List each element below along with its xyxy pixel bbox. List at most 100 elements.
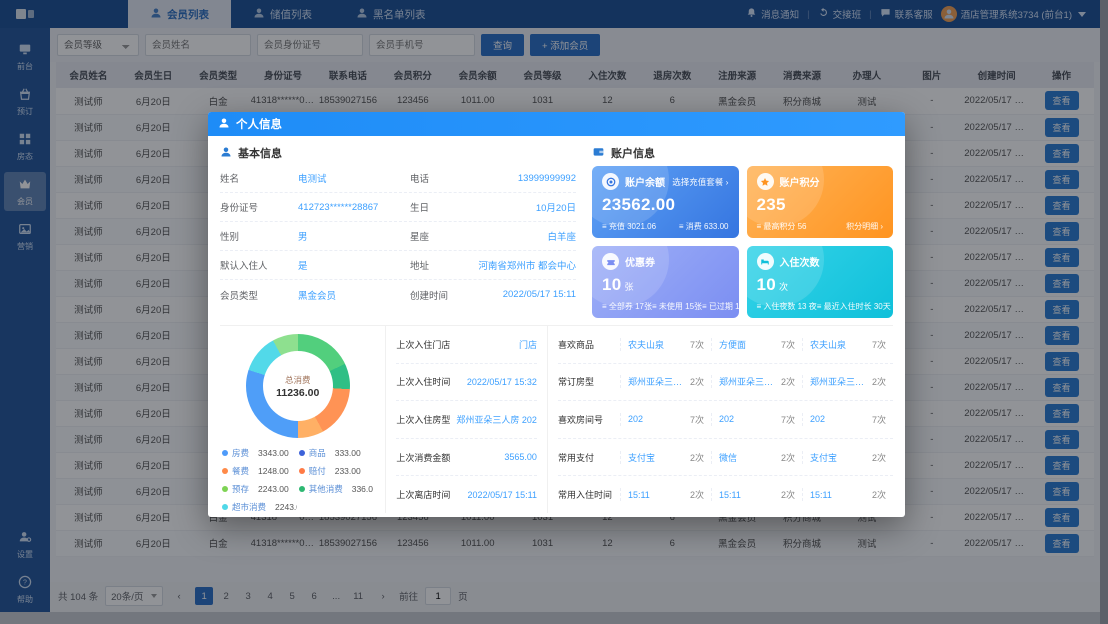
view-button[interactable]: 查看 [1044, 247, 1079, 267]
table-cell: 41318******0004 [250, 88, 316, 115]
preference-label: 常用支付 [557, 452, 594, 463]
recent-row: 上次入住时间 2022/05/17 15:32 [396, 364, 537, 402]
preference-value[interactable]: 微信 [718, 452, 737, 463]
preference-row: 常订房型 郑州亚朵三人房 2次 郑州亚朵三人房 2次 郑州亚朵三人房 2次 [557, 364, 893, 402]
tab-黑名单列表[interactable]: 黑名单列表 [334, 0, 448, 28]
table-cell: - [899, 530, 965, 557]
table-cell: 白金 [185, 530, 251, 557]
preference-value[interactable]: 202 [718, 414, 734, 425]
view-button[interactable]: 查看 [1044, 91, 1079, 111]
view-button[interactable]: 查看 [1044, 195, 1079, 215]
preference-value[interactable]: 15:11 [809, 489, 832, 500]
preference-value[interactable]: 支付宝 [809, 452, 837, 463]
sidebar-item-前台[interactable]: 前台 [4, 37, 46, 76]
next-page-button[interactable]: › [381, 590, 385, 602]
preference-value[interactable]: 202 [627, 414, 643, 425]
member-name-input[interactable] [145, 34, 251, 56]
page-button-...[interactable]: ... [332, 590, 341, 602]
preference-count: 7次 [689, 339, 704, 350]
preference-value[interactable]: 15:11 [627, 489, 650, 500]
preference-value[interactable]: 支付宝 [627, 452, 655, 463]
sidebar-item-营销[interactable]: 营销 [4, 217, 46, 256]
page-button-11[interactable]: 11 [353, 590, 364, 602]
refresh-menu-item[interactable]: 交接班 [818, 7, 861, 21]
preference-value[interactable]: 农夫山泉 [627, 339, 664, 350]
preference-row: 常用支付 支付宝 2次 微信 2次 支付宝 2次 [557, 439, 893, 477]
table-cell: 6月20日 [120, 400, 186, 427]
preference-label: 常订房型 [557, 377, 594, 388]
view-button[interactable]: 查看 [1044, 325, 1079, 345]
sidebar-item-设置[interactable]: 设置 [4, 525, 46, 564]
add-member-button[interactable]: + 添加会员 [530, 34, 601, 56]
card-账户余额[interactable]: 账户余额 选择充值套餐 › 23562.00 ≡ 充值 3021.06 ≡ 消费 633… [592, 166, 739, 238]
table-cell: - [899, 374, 965, 401]
view-button[interactable]: 查看 [1044, 351, 1079, 371]
table-cell: 2022/05/17 10:11 [964, 192, 1030, 219]
column-header: 身份证号 [250, 62, 316, 88]
recent-value: 2022/05/17 15:11 [467, 489, 537, 500]
table-cell: 6月20日 [120, 192, 186, 219]
preference-value[interactable]: 郑州亚朵三人房 [718, 377, 777, 388]
page-button-5[interactable]: 5 [289, 590, 295, 602]
view-button[interactable]: 查看 [1044, 221, 1079, 241]
page-button-1[interactable]: 1 [195, 587, 214, 605]
sidebar-item-会员[interactable]: 会员 [4, 172, 46, 211]
card-入住次数[interactable]: 入住次数 10 次 ≡ 入住夜数 13 夜 ≡ 最近入住时长 30天 [746, 246, 893, 318]
view-button[interactable]: 查看 [1044, 377, 1079, 397]
rooms-icon [18, 132, 32, 148]
legend-value: 336.00 [351, 484, 374, 494]
prev-page-button[interactable]: ‹ [177, 590, 181, 602]
star-icon [756, 173, 774, 190]
sidebar-item-预订[interactable]: 预订 [4, 82, 46, 121]
view-button[interactable]: 查看 [1044, 507, 1079, 527]
action-cell: 查看 [1029, 452, 1094, 479]
chat-menu-item[interactable]: 联系客服 [880, 7, 933, 21]
donut-center-label: 总消费 [284, 374, 311, 385]
member-idcard-input[interactable] [257, 34, 363, 56]
user-menu[interactable]: 酒店管理系统3734 (前台1) [940, 6, 1086, 22]
page-button-3[interactable]: 3 [245, 590, 251, 602]
page-button-2[interactable]: 2 [223, 590, 229, 602]
preference-value[interactable]: 15:11 [718, 489, 741, 500]
action-cell: 查看 [1029, 322, 1094, 349]
jump-page-input[interactable] [425, 587, 452, 605]
view-button[interactable]: 查看 [1044, 299, 1079, 319]
search-button[interactable]: 查询 [481, 34, 525, 56]
donut-center-total: 11236.00 [276, 386, 320, 399]
view-button[interactable]: 查看 [1044, 429, 1079, 449]
preference-value[interactable]: 郑州亚朵三人房 [809, 377, 868, 388]
view-button[interactable]: 查看 [1044, 143, 1079, 163]
member-phone-input[interactable] [369, 34, 475, 56]
tab-储值列表[interactable]: 储值列表 [231, 0, 334, 28]
bell-menu-item[interactable]: 消息通知 [746, 7, 799, 21]
member-level-select[interactable]: 会员等级 [57, 34, 139, 56]
view-button[interactable]: 查看 [1044, 481, 1079, 501]
window-scrollbar[interactable] [1100, 0, 1108, 624]
view-button[interactable]: 查看 [1044, 169, 1079, 189]
tab-会员列表[interactable]: 会员列表 [128, 0, 231, 28]
page-button-6[interactable]: 6 [311, 590, 317, 602]
field-label: 性别 [220, 232, 240, 243]
sidebar-item-房态[interactable]: 房态 [4, 127, 46, 166]
card-账户积分[interactable]: 账户积分 235 ≡ 最高积分 56 积分明细 › [746, 166, 893, 238]
view-button[interactable]: 查看 [1044, 273, 1079, 293]
view-button[interactable]: 查看 [1044, 533, 1079, 553]
table-cell: 测试师 [56, 88, 121, 115]
preference-value[interactable]: 郑州亚朵三人房 [627, 377, 686, 388]
page-size-select[interactable]: 20条/页 [105, 586, 164, 606]
view-button[interactable]: 查看 [1044, 403, 1079, 423]
preference-value[interactable]: 农夫山泉 [809, 339, 846, 350]
card-value: 10 张 [602, 275, 634, 294]
view-button[interactable]: 查看 [1044, 455, 1079, 475]
field-label: 生日 [410, 203, 430, 214]
topbar: 会员列表 储值列表 黑名单列表 消息通知 | 交接班 | 联系客服 酒店管理系统3734 (前… [0, 0, 1100, 28]
sidebar-item-帮助[interactable]: ? 帮助 [4, 570, 46, 609]
card-value: 235 [756, 195, 786, 214]
preference-value[interactable]: 方便面 [718, 339, 746, 350]
card-优惠券[interactable]: 优惠券 10张 ≡ 全部券 17张≡ 未使用 15张≡ 已过期 11张 [592, 246, 739, 318]
column-header: 会员姓名 [56, 62, 121, 88]
preference-value[interactable]: 202 [809, 414, 826, 425]
card-link[interactable]: 选择充值套餐 › [672, 176, 729, 187]
page-button-4[interactable]: 4 [267, 590, 273, 602]
view-button[interactable]: 查看 [1044, 117, 1079, 137]
